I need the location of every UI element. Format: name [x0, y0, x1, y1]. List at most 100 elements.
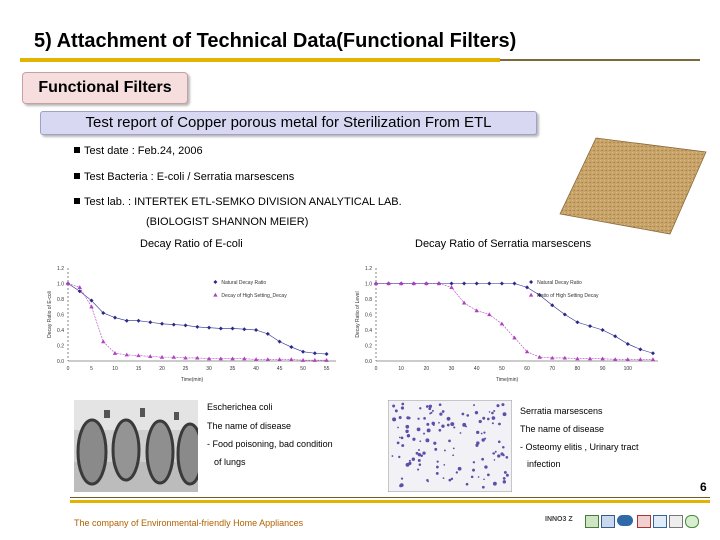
bacteria-dot [502, 477, 506, 480]
bacteria-dot [417, 468, 420, 471]
bacteria-dot [430, 411, 433, 414]
data-point-diamond [575, 320, 580, 325]
copper-porous-metal-image [559, 137, 707, 235]
bacteria-dot [502, 412, 507, 417]
bacteria-dot [483, 431, 486, 434]
data-point-triangle [436, 281, 442, 286]
title-underline-dark [500, 59, 700, 61]
data-point-diamond [499, 281, 504, 286]
data-point-triangle [253, 357, 259, 362]
data-point-triangle [612, 357, 618, 362]
data-point-diamond [550, 303, 555, 308]
x-tick-label: 30 [206, 366, 212, 372]
bacteria-dot [502, 480, 507, 484]
bacteria-dot [448, 440, 451, 443]
data-point-diamond [265, 331, 270, 336]
chart-serratia: 0.0 0.2 0.4 0.6 0.8 1.0 1.2 0 10 20 30 40 50 60 70 80 90… [355, 266, 658, 383]
data-point-triangle [499, 321, 505, 326]
bacteria-dot [417, 452, 422, 457]
y-tick-label: 0.6 [57, 313, 64, 319]
y-tick-label: 0.2 [365, 344, 372, 350]
data-point-diamond [537, 293, 542, 298]
bacteria-dot [425, 438, 430, 443]
bacteria-dot [406, 434, 411, 438]
bacteria-dot [492, 452, 495, 455]
bacteria-dot [398, 416, 402, 420]
data-point-triangle [77, 285, 82, 289]
bacteria-dot [477, 476, 480, 478]
info-bacteria-text: Test Bacteria : E-coli / Serratia marses… [84, 171, 295, 183]
data-point-diamond [195, 324, 200, 329]
ecoli-disease-2: of lungs [214, 457, 246, 467]
data-point-diamond [277, 339, 282, 344]
data-point-diamond [207, 325, 212, 330]
bacteria-dot [398, 455, 401, 459]
data-point-triangle [461, 300, 467, 305]
bacteria-dot [487, 417, 490, 421]
data-point-diamond [254, 328, 259, 332]
x-tick-label: 80 [575, 366, 581, 372]
x-tick-label: 35 [230, 366, 236, 372]
bacteria-dot [498, 422, 501, 426]
bacteria-dot [408, 459, 411, 462]
serratia-micrograph [388, 400, 512, 492]
bacteria-dot [426, 422, 430, 426]
bacteria-dot [400, 436, 404, 440]
data-point-triangle [386, 281, 391, 286]
page-number: 6 [700, 480, 707, 494]
y-tick-label: 0.0 [57, 359, 64, 365]
data-point-triangle [136, 353, 141, 358]
data-point-diamond [487, 281, 492, 286]
bacteria-dot [400, 406, 405, 410]
bacteria-dot [481, 485, 485, 489]
y-tick-label: 0.2 [57, 344, 64, 350]
bacteria-dot [446, 423, 450, 427]
bacteria-dot [418, 463, 422, 466]
slide-title: 5) Attachment of Technical Data(Function… [34, 30, 517, 52]
bacteria-dot [434, 447, 438, 451]
bacteria-dot [405, 462, 410, 467]
chart-serratia-title: Decay Ratio of Serratia marsescens [415, 238, 592, 250]
legend-entry: Natural Decay Ratio [537, 280, 582, 286]
bacteria-dot [412, 437, 416, 441]
bacteria-dot [476, 430, 480, 435]
bacteria-dot [484, 465, 488, 469]
legend-marker [529, 280, 534, 284]
y-axis-label: Decay Ratio of Level [355, 291, 361, 337]
data-point-diamond [613, 334, 618, 339]
bullet-square-icon [74, 173, 80, 179]
bacteria-dot [491, 416, 496, 420]
cert-logo-icon [685, 515, 699, 528]
section-label: Functional Filters [22, 72, 188, 104]
bacteria-dot [446, 416, 451, 421]
data-point-diamond [301, 349, 306, 354]
bacteria-dot [482, 416, 486, 420]
data-point-diamond [588, 324, 593, 329]
bacteria-dot [427, 480, 429, 483]
cert-logo-icon [637, 515, 651, 528]
bacteria-dot [453, 426, 456, 429]
bacteria-dot [443, 464, 446, 466]
bacteria-dot [411, 457, 416, 461]
bacteria-dot [431, 409, 434, 412]
x-tick-label: 0 [375, 366, 378, 372]
data-point-triangle [537, 354, 542, 359]
bacteria-dot [478, 419, 482, 424]
data-point-triangle [242, 356, 247, 361]
bullet-square-icon [74, 147, 80, 153]
bacteria-dot [426, 428, 431, 433]
data-point-diamond [77, 289, 82, 294]
data-point-triangle [171, 354, 176, 359]
legend-entry: Ratio of High Setting Decay [537, 293, 599, 299]
data-point-diamond [462, 281, 467, 286]
bacteria-dot [420, 454, 423, 458]
bacteria-dot [436, 465, 439, 469]
data-point-diamond [101, 310, 106, 315]
bacteria-dot [466, 414, 470, 417]
data-point-diamond [230, 326, 235, 331]
bacteria-dot [491, 422, 494, 425]
data-point-triangle [230, 356, 235, 361]
bacteria-dot [494, 450, 497, 453]
inno3z-logo: INNO3 Z [545, 516, 573, 523]
x-axis-label: Time(min) [181, 377, 204, 383]
